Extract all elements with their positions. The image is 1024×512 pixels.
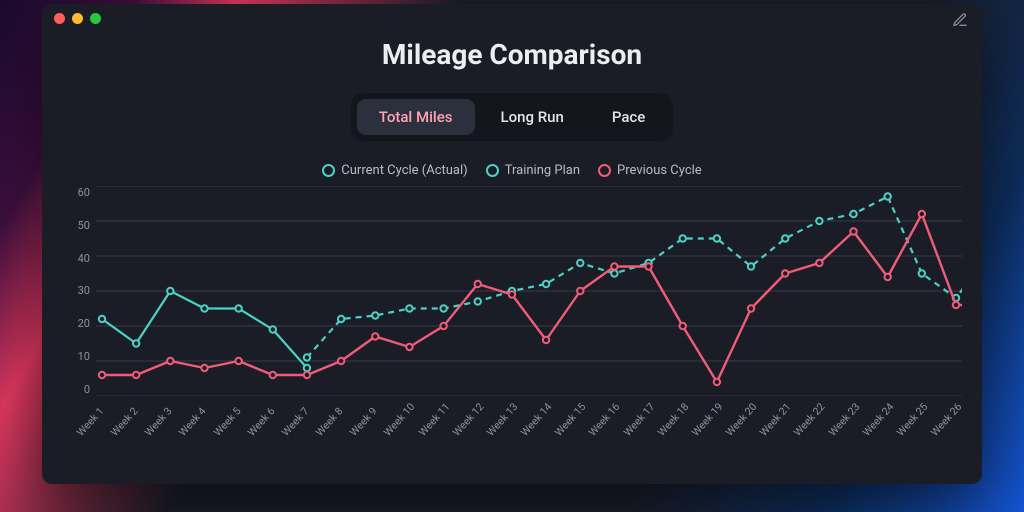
x-tick-label: Week 19 [689, 400, 725, 438]
x-tick-label: Week 15 [552, 400, 588, 438]
x-tick-label: Week 1 [74, 405, 106, 439]
tab-bar: Total MilesLong RunPace [42, 93, 982, 141]
zoom-icon[interactable] [90, 13, 101, 24]
x-tick-label: Week 13 [484, 400, 520, 438]
x-tick-label: Week 17 [621, 400, 657, 438]
x-tick-label: Week 3 [142, 405, 174, 439]
tab-long-run[interactable]: Long Run [479, 99, 586, 135]
page-title: Mileage Comparison [42, 38, 982, 71]
legend-item[interactable]: Current Cycle (Actual) [322, 163, 467, 178]
chart-legend: Current Cycle (Actual) Training Plan Previ… [42, 163, 982, 178]
x-tick-label: Week 10 [381, 400, 417, 438]
x-tick-label: Week 22 [791, 400, 827, 438]
y-tick-label: 10 [78, 350, 90, 363]
x-tick-label: Week 21 [757, 400, 793, 438]
x-tick-label: Week 14 [518, 400, 554, 438]
x-tick-label: Week 11 [416, 400, 452, 438]
legend-item[interactable]: Previous Cycle [598, 163, 702, 178]
x-tick-label: Week 2 [108, 405, 140, 439]
chart: 6050403020100 Week 1Week 2Week 3Week 4We… [62, 186, 962, 466]
legend-swatch-icon [486, 164, 499, 177]
y-tick-label: 0 [84, 383, 90, 396]
x-axis: Week 1Week 2Week 3Week 4Week 5Week 6Week… [96, 400, 962, 460]
legend-item[interactable]: Training Plan [486, 163, 580, 178]
x-tick-label: Week 4 [176, 405, 208, 439]
y-tick-label: 50 [78, 219, 90, 232]
x-tick-label: Week 5 [211, 405, 243, 439]
edit-icon[interactable] [952, 12, 968, 32]
x-tick-label: Week 9 [347, 405, 379, 439]
x-tick-label: Week 8 [313, 405, 345, 439]
legend-label: Previous Cycle [617, 163, 702, 178]
x-tick-label: Week 16 [586, 400, 622, 438]
x-tick-label: Week 25 [894, 400, 930, 438]
y-tick-label: 40 [78, 252, 90, 265]
x-tick-label: Week 20 [723, 400, 759, 438]
x-tick-label: Week 12 [450, 400, 486, 438]
close-icon[interactable] [54, 13, 65, 24]
x-tick-label: Week 24 [860, 400, 896, 438]
tab-total-miles[interactable]: Total Miles [357, 99, 475, 135]
legend-label: Training Plan [505, 163, 580, 178]
window-controls [54, 13, 101, 24]
y-axis: 60 50 40 30 20 10 0 [62, 186, 90, 396]
legend-swatch-icon [598, 164, 611, 177]
y-tick-label: 30 [78, 284, 90, 297]
legend-label: Current Cycle (Actual) [341, 163, 467, 178]
x-tick-label: Week 6 [245, 405, 277, 439]
app-window: Mileage Comparison Total MilesLong RunPa… [42, 4, 982, 484]
x-tick-label: Week 23 [826, 400, 862, 438]
x-tick-label: Week 26 [928, 400, 964, 438]
plot-area [96, 186, 962, 396]
legend-swatch-icon [322, 164, 335, 177]
y-tick-label: 60 [78, 186, 90, 199]
x-tick-label: Week 18 [655, 400, 691, 438]
tab-pace[interactable]: Pace [590, 99, 667, 135]
minimize-icon[interactable] [72, 13, 83, 24]
x-tick-label: Week 7 [279, 405, 311, 439]
titlebar [42, 4, 982, 32]
y-tick-label: 20 [78, 317, 90, 330]
